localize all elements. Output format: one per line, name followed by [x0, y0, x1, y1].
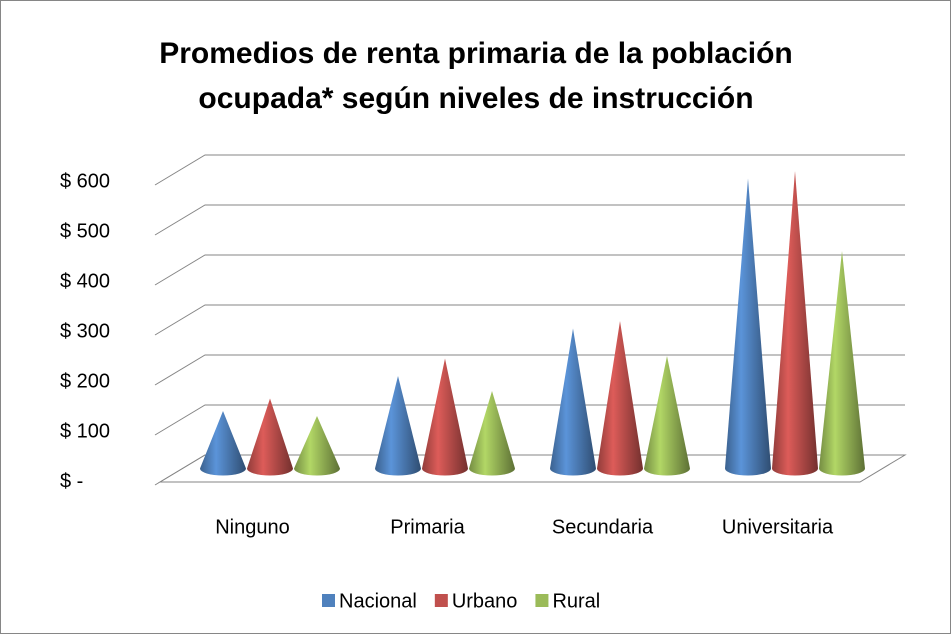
- x-tick-label: Primaria: [390, 516, 465, 538]
- grid-line: [154, 204, 905, 236]
- y-tick-label: $ 500: [60, 220, 110, 242]
- cone: [772, 171, 818, 476]
- cone: [550, 328, 596, 476]
- cone: [469, 391, 515, 476]
- grid-line: [154, 354, 905, 386]
- cone: [375, 376, 421, 476]
- y-tick-label: $ 200: [60, 370, 110, 392]
- grid-line: [154, 254, 905, 286]
- chart-title: Promedios de renta primaria de la poblac…: [159, 37, 793, 115]
- grid-line: [154, 154, 905, 186]
- x-tick-label: Secundaria: [552, 516, 654, 538]
- cone: [247, 398, 293, 476]
- x-tick-label: Ninguno: [215, 516, 290, 538]
- grid-line: [154, 304, 905, 336]
- cone: [597, 321, 643, 476]
- y-tick-label: $ 400: [60, 270, 110, 292]
- cone: [200, 411, 246, 476]
- legend-swatch: [434, 594, 448, 607]
- legend-label: Rural: [552, 590, 600, 612]
- legend-label: Urbano: [452, 590, 518, 612]
- cone: [422, 358, 468, 476]
- cone: [725, 178, 771, 476]
- cone: [294, 416, 340, 476]
- cone: [644, 356, 690, 476]
- cone: [819, 251, 865, 476]
- y-tick-label: $ 100: [60, 420, 110, 442]
- legend-label: Nacional: [339, 590, 417, 612]
- x-tick-label: Universitaria: [722, 516, 834, 538]
- y-tick-label: $ 600: [60, 170, 110, 192]
- legend-swatch: [535, 594, 549, 607]
- y-tick-label: $ -: [60, 470, 83, 492]
- y-tick-label: $ 300: [60, 320, 110, 342]
- legend-swatch: [322, 594, 335, 607]
